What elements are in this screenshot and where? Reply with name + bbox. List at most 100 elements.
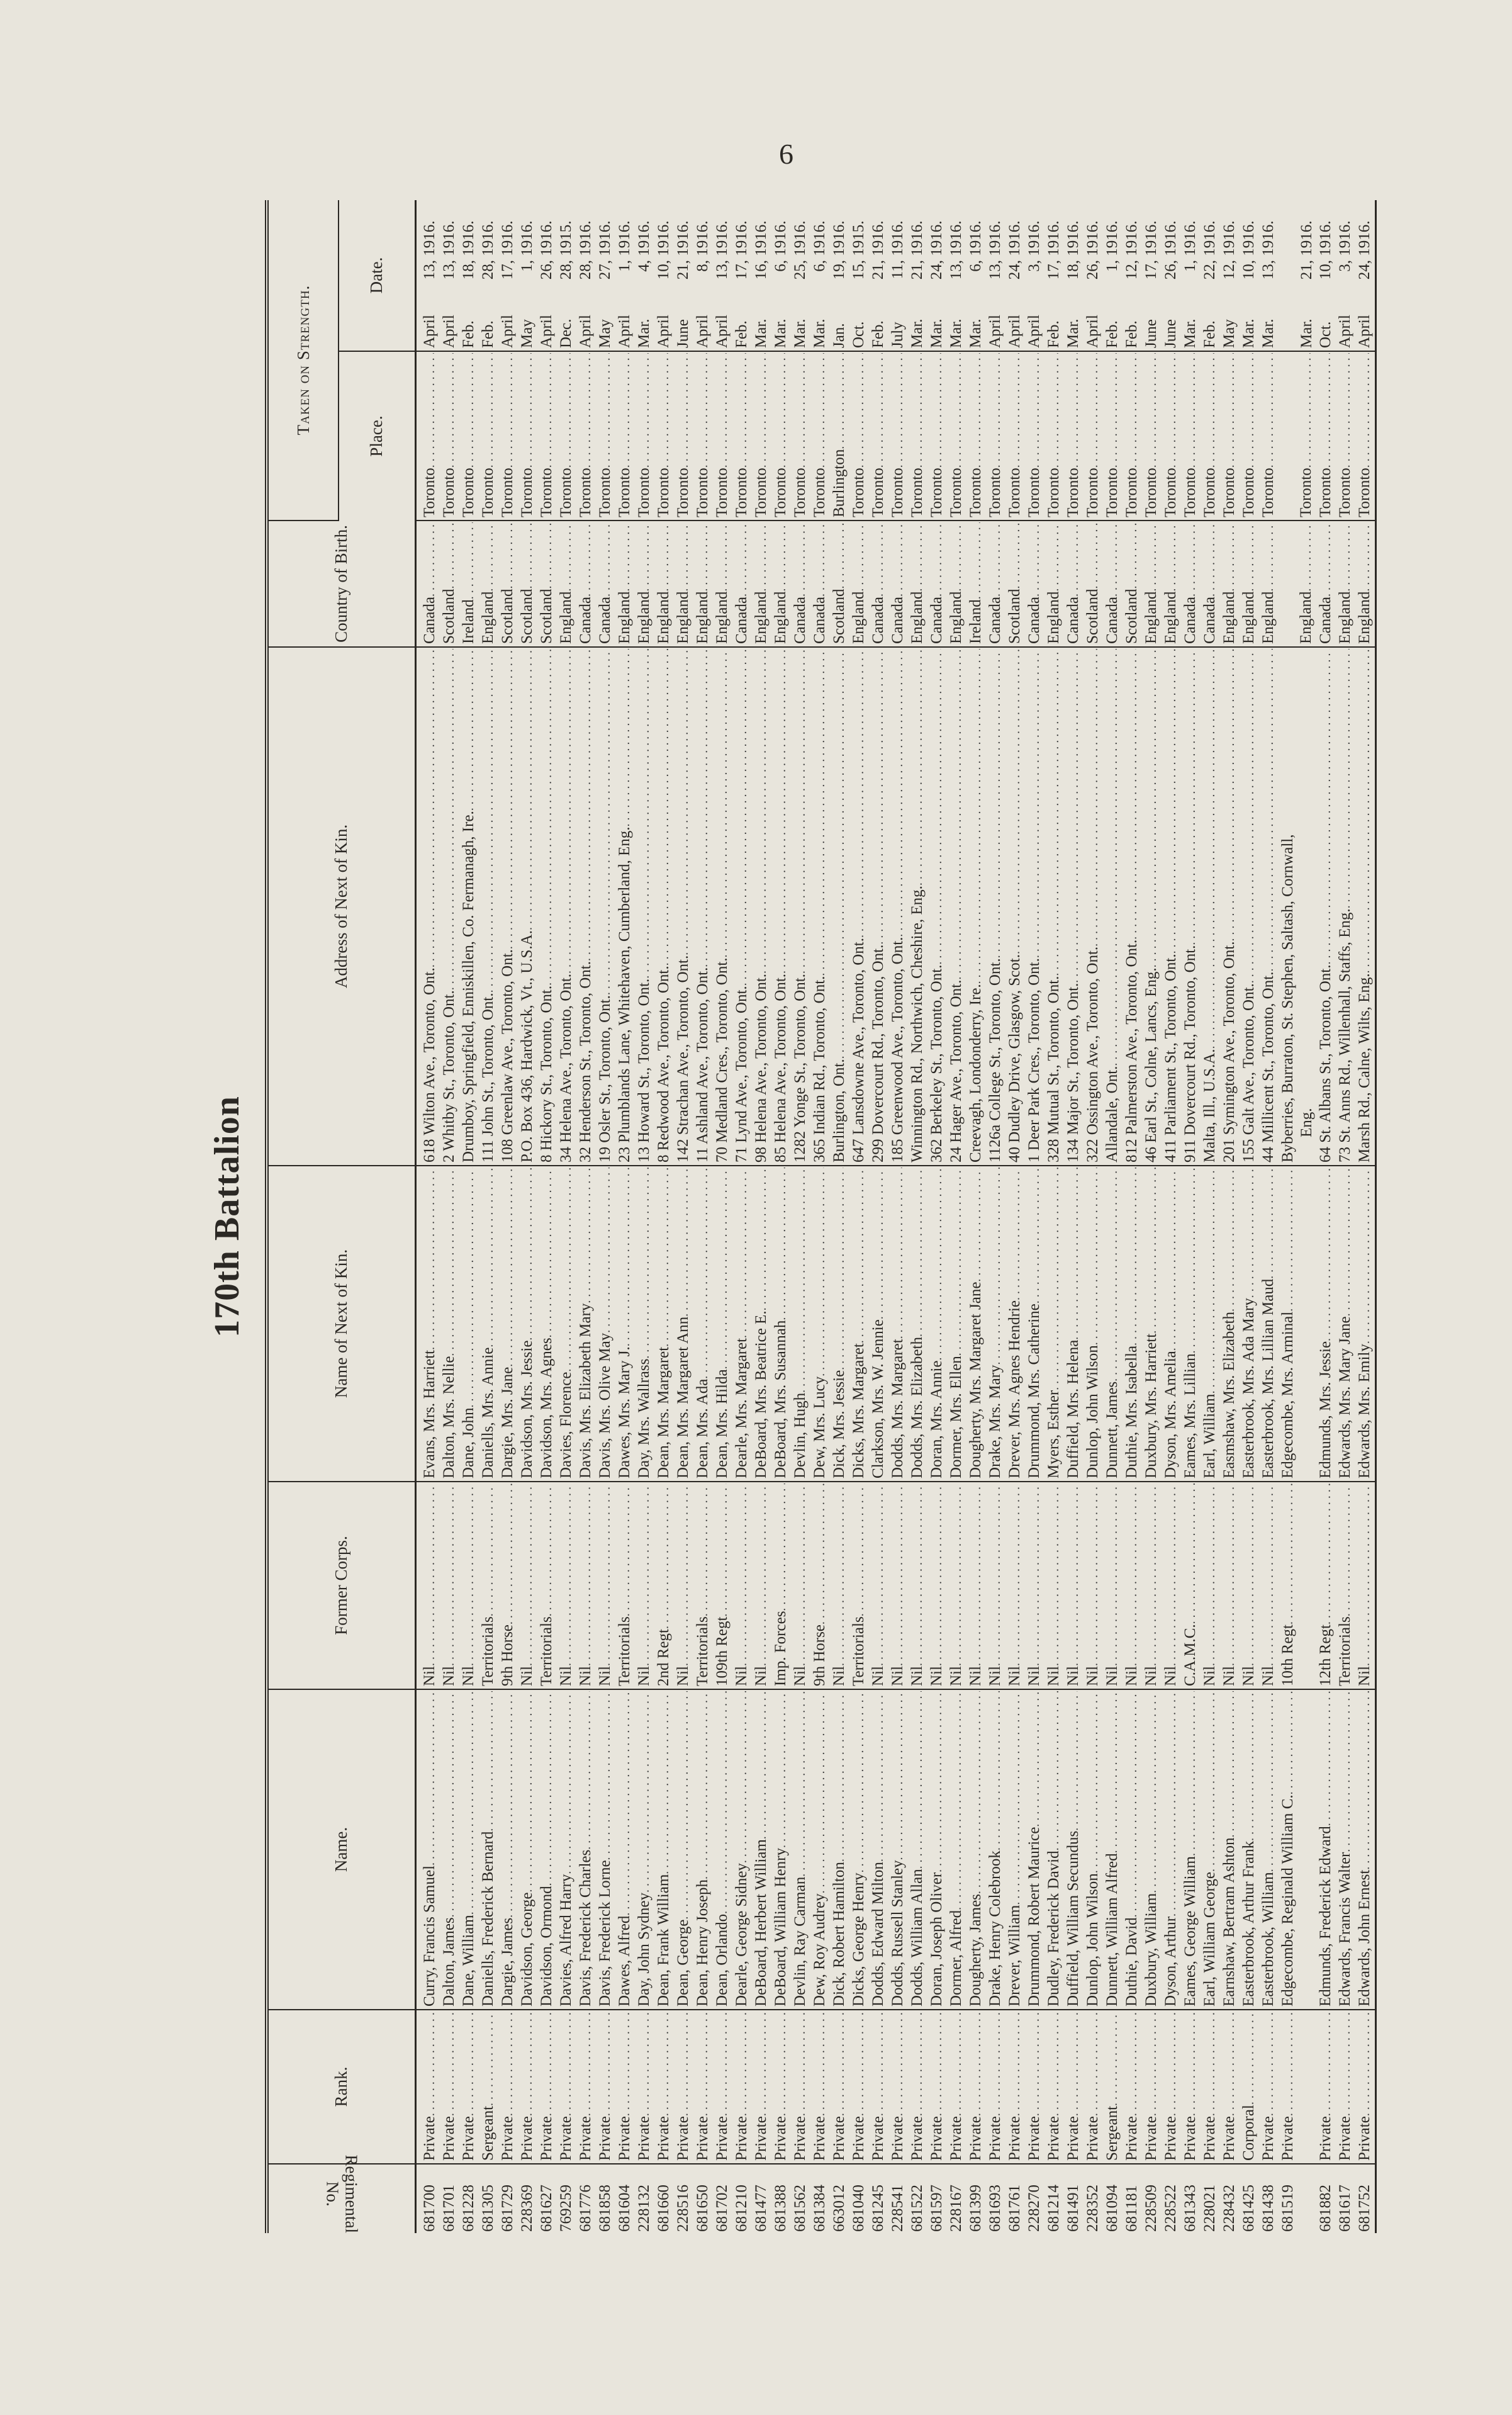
former-corps: 2nd Regt bbox=[654, 1482, 674, 1689]
dot-leader bbox=[850, 522, 869, 592]
date-day: 21, bbox=[674, 260, 692, 280]
date-year: 1916. bbox=[1181, 220, 1199, 256]
rank-text: Private bbox=[1064, 2116, 1082, 2161]
strength-place-text: Toronto bbox=[869, 468, 887, 517]
regimental-no: 681228 bbox=[459, 2185, 477, 2232]
former-corps: Territorials bbox=[849, 1482, 869, 1689]
country-of-birth: Scotland bbox=[1083, 521, 1103, 647]
strength-place-text: Toronto bbox=[674, 468, 692, 517]
former-corps: Nil bbox=[1200, 1482, 1220, 1689]
dot-leader bbox=[675, 353, 693, 468]
country-of-birth: Canada bbox=[732, 521, 752, 647]
dot-leader bbox=[1201, 353, 1220, 468]
table-row: 681228 Private Dane, William Nil Dane, John D… bbox=[459, 200, 479, 2233]
dot-leader bbox=[1104, 649, 1123, 1066]
name-text: Dean, Orlando bbox=[713, 1913, 731, 2007]
name: Dane, William bbox=[459, 1689, 479, 2010]
date-day: 17, bbox=[732, 260, 750, 280]
strength-place: Toronto bbox=[1024, 351, 1044, 521]
dot-leader bbox=[616, 1483, 635, 1616]
date-month: Oct. bbox=[849, 321, 867, 348]
kin-address-text: 618 Wilton Ave., Toronto, Ont. bbox=[420, 967, 438, 1162]
kin-address: P.O. Box 436, Hardwick, Vt., U.S.A. bbox=[517, 647, 537, 1166]
dot-leader bbox=[714, 1483, 732, 1617]
date-year: 1916. bbox=[1201, 220, 1218, 256]
name: Drake, Henry Colebrook bbox=[985, 1689, 1005, 2010]
country-of-birth: Canada bbox=[1316, 521, 1336, 647]
dot-leader bbox=[753, 1483, 771, 1666]
date-year: 1916. bbox=[713, 220, 731, 256]
dot-leader bbox=[948, 522, 966, 592]
dot-leader bbox=[421, 1168, 440, 1350]
former-corps: Nil bbox=[888, 1482, 908, 1689]
country-of-birth: Canada bbox=[1063, 521, 1084, 647]
table-row: 681882 Private Edmunds, Frederick Edward 12… bbox=[1316, 200, 1336, 2233]
kin-address-text: 8 Hickory St., Toronto, Ont. bbox=[537, 985, 555, 1162]
date-year: 1916. bbox=[1336, 220, 1353, 256]
country-of-birth-text: England bbox=[1240, 591, 1257, 644]
kin-address-text: 411 Parliament St., Toronto, Ont. bbox=[1162, 954, 1179, 1162]
name-text: Dodds, Edward Milton bbox=[869, 1862, 887, 2007]
dot-leader bbox=[479, 2012, 498, 2106]
dot-leader bbox=[948, 2012, 966, 2116]
rank-text: Private bbox=[771, 2116, 789, 2161]
dot-leader bbox=[1104, 353, 1123, 468]
strength-place-text: Toronto bbox=[1123, 468, 1140, 517]
former-corps-text: Nil bbox=[1142, 1666, 1160, 1686]
dot-leader bbox=[1182, 649, 1201, 945]
country-of-birth: Scotland bbox=[498, 521, 518, 647]
dot-leader bbox=[518, 649, 537, 930]
strength-place-text: Toronto bbox=[1162, 468, 1179, 517]
date-day: 10, bbox=[654, 260, 672, 280]
country-of-birth-text: England bbox=[1355, 591, 1373, 644]
date-day: 13, bbox=[947, 260, 965, 280]
kin-address-text: 647 Lansdowne Ave., Toronto, Ont. bbox=[849, 937, 867, 1162]
strength-date: Feb. 22, 1916. bbox=[1200, 200, 1220, 351]
dot-leader bbox=[636, 353, 654, 468]
dot-leader bbox=[440, 1483, 459, 1666]
rank: Private bbox=[1335, 2010, 1355, 2164]
battalion-roll-table: Regimental No. Rank. Name. Former Corps.… bbox=[265, 200, 1377, 2233]
dot-leader bbox=[850, 1691, 869, 1872]
strength-place: Toronto bbox=[790, 351, 810, 521]
strength-date: April 26, 1916. bbox=[1083, 200, 1103, 351]
country-of-birth-text: Scotland bbox=[498, 588, 516, 645]
country-of-birth: Ireland bbox=[966, 521, 986, 647]
regimental-no: 681729 bbox=[498, 2185, 516, 2232]
former-corps: Nil bbox=[790, 1482, 810, 1689]
former-corps-text: Nil bbox=[596, 1666, 613, 1686]
dot-leader bbox=[1065, 1168, 1084, 1340]
kin-address: 70 Medland Cres., Toronto, Ont. bbox=[712, 647, 732, 1166]
name-text: Dawes, Alfred bbox=[615, 1915, 633, 2007]
dot-leader bbox=[811, 1691, 830, 1893]
rank-text: Private bbox=[908, 2116, 926, 2161]
country-of-birth: England bbox=[1161, 521, 1181, 647]
date-month: April bbox=[693, 315, 711, 348]
strength-place-text: Toronto bbox=[908, 468, 926, 517]
dot-leader bbox=[928, 2012, 947, 2116]
country-of-birth-text: Canada bbox=[888, 597, 906, 644]
former-corps: Nil bbox=[946, 1482, 966, 1689]
dot-leader bbox=[948, 649, 966, 980]
dot-leader bbox=[557, 1168, 576, 1372]
kin-address: Drumboy, Springfield, Enniskillen, Co. F… bbox=[459, 647, 479, 1166]
dot-leader bbox=[675, 1483, 693, 1666]
country-of-birth: Canada bbox=[790, 521, 810, 647]
former-corps-text: Nil bbox=[752, 1666, 770, 1686]
dot-leader bbox=[850, 1168, 869, 1343]
date-day: 17, bbox=[1044, 260, 1062, 280]
strength-place-text: Toronto bbox=[557, 468, 574, 517]
table-row: 228132 Private Day, John Sydney Nil Day, Mrs… bbox=[634, 200, 654, 2233]
rank-text: Sergeant bbox=[1103, 2105, 1121, 2161]
name: Davies, Alfred Harry bbox=[556, 1689, 576, 2010]
former-corps: 109th Regt bbox=[712, 1482, 732, 1689]
table-row: 228021 Private Earl, William George Nil Earl… bbox=[1200, 200, 1220, 2233]
strength-date: April 13, 1916. bbox=[415, 200, 440, 351]
name: Edmunds, Frederick Edward bbox=[1316, 1689, 1336, 2010]
rank-text: Private bbox=[1316, 2116, 1334, 2161]
dot-leader bbox=[772, 1168, 791, 1320]
kin-address-text: Malta, Ill., U.S.A. bbox=[1201, 1049, 1218, 1162]
former-corps-text: Nil bbox=[1005, 1666, 1023, 1686]
kin-name-text: Davis, Mrs. Elizabeth Mary bbox=[576, 1303, 594, 1478]
date-month: Mar. bbox=[791, 318, 809, 348]
